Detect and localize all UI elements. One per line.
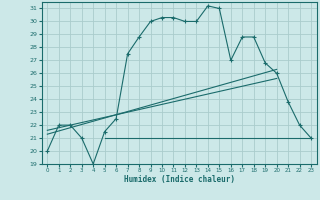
X-axis label: Humidex (Indice chaleur): Humidex (Indice chaleur) [124,175,235,184]
